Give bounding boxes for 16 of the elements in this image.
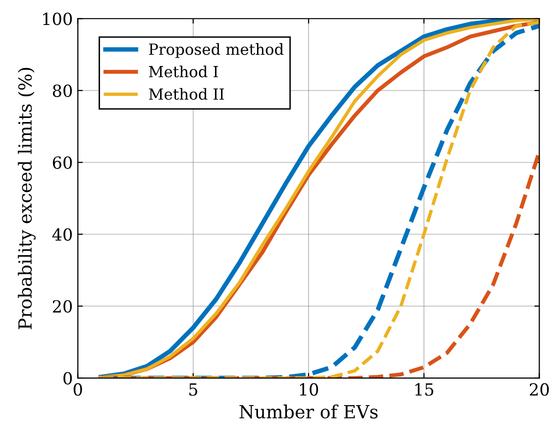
y-tick-label: 40 — [52, 228, 72, 241]
legend-label: Proposed method — [149, 43, 284, 58]
legend-label: Method I — [148, 66, 218, 78]
legend-label: Method II — [148, 88, 224, 100]
x-axis-title: Number of EVs — [239, 404, 378, 419]
x-tick-label: 5 — [189, 383, 198, 396]
y-tick-label: 20 — [52, 300, 72, 313]
x-tick-label: 20 — [530, 383, 549, 396]
x-tick-label: 10 — [300, 383, 318, 396]
y-axis-title: Probability exceed limits (%) — [18, 68, 36, 330]
x-tick-label: 15 — [415, 383, 434, 396]
x-tick-label: 0 — [74, 383, 82, 396]
y-tick-label: 60 — [52, 156, 72, 169]
y-tick-label: 100 — [43, 12, 72, 26]
y-tick-label: 0 — [63, 372, 72, 385]
y-tick-label: 80 — [52, 84, 72, 98]
